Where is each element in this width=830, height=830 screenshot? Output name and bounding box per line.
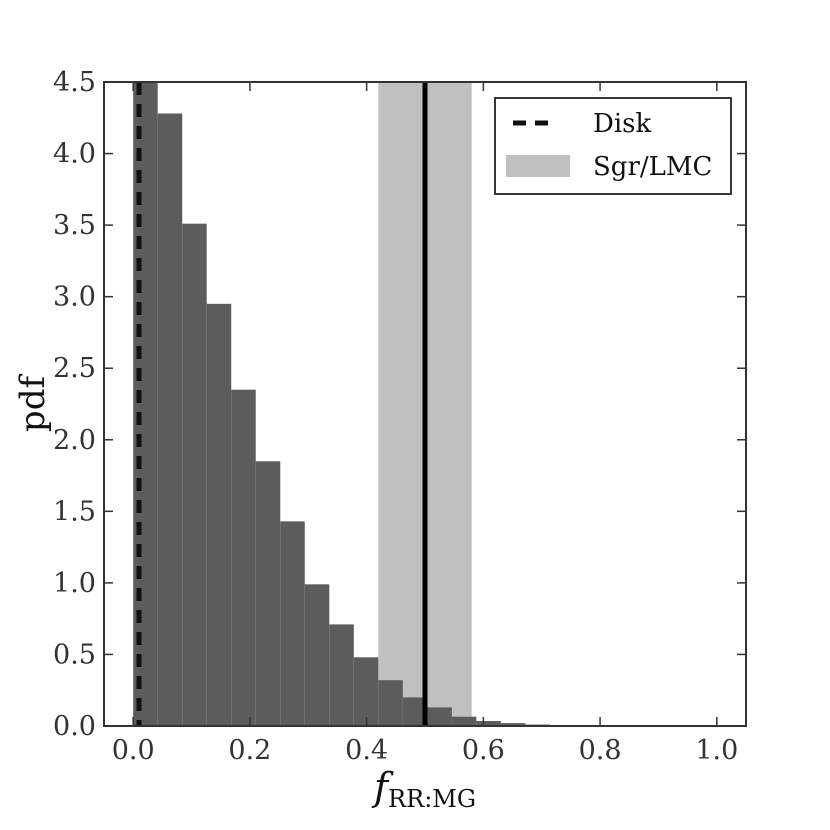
y-tick-label: 1.5 bbox=[53, 496, 96, 527]
y-tick-label: 2.5 bbox=[53, 353, 96, 384]
y-tick-label: 3.5 bbox=[53, 210, 96, 241]
y-tick-label: 4.5 bbox=[53, 67, 96, 98]
legend-band-label: Sgr/LMC bbox=[593, 152, 712, 182]
plot-frame bbox=[103, 81, 747, 727]
y-tick-label: 2.0 bbox=[53, 425, 96, 456]
y-tick-label: 3.0 bbox=[53, 282, 96, 313]
x-tick-label: 0.8 bbox=[579, 735, 622, 766]
histogram-bars bbox=[133, 82, 746, 727]
histogram-bar bbox=[353, 657, 379, 726]
y-tick-label: 0.0 bbox=[53, 711, 96, 742]
legend: Disk Sgr/LMC bbox=[494, 97, 732, 195]
x-axis-label: fRR:MG bbox=[371, 765, 476, 813]
legend-disk-label: Disk bbox=[593, 109, 652, 139]
x-tick-label: 0.2 bbox=[228, 735, 271, 766]
axis-tick-labels: 0.0 0.2 0.4 0.6 0.8 1.0 0.0 0.5 1.0 1.5 2.0 2.5 3.0 3… bbox=[53, 67, 738, 766]
x-tick-label: 1.0 bbox=[695, 735, 738, 766]
x-axis-label-subscript: RR:MG bbox=[388, 785, 476, 813]
x-tick-label: 0.0 bbox=[112, 735, 155, 766]
histogram-bar bbox=[378, 680, 403, 726]
histogram-bar bbox=[476, 720, 501, 726]
y-axis-label: pdf bbox=[13, 374, 53, 433]
legend-box bbox=[494, 97, 732, 195]
histogram-bar bbox=[231, 389, 256, 726]
histogram-bar bbox=[255, 461, 281, 726]
reference-lines bbox=[136, 82, 428, 726]
y-tick-label: 0.5 bbox=[53, 639, 96, 670]
y-tick-label: 1.0 bbox=[53, 568, 96, 599]
histogram-bar bbox=[157, 113, 183, 727]
histogram-bar bbox=[500, 723, 526, 726]
y-tick-label: 4.0 bbox=[53, 139, 96, 170]
histogram-bar bbox=[206, 303, 232, 726]
histogram-bar bbox=[329, 624, 354, 726]
histogram-bar bbox=[304, 584, 330, 726]
histogram-bar bbox=[280, 521, 305, 726]
legend-band-swatch bbox=[506, 155, 570, 177]
histogram-bar bbox=[182, 223, 207, 726]
histogram-bar bbox=[427, 707, 452, 726]
x-tick-label: 0.4 bbox=[345, 735, 388, 766]
histogram-bar bbox=[451, 716, 477, 726]
axis-ticks bbox=[104, 81, 746, 727]
x-tick-label: 0.6 bbox=[462, 735, 505, 766]
